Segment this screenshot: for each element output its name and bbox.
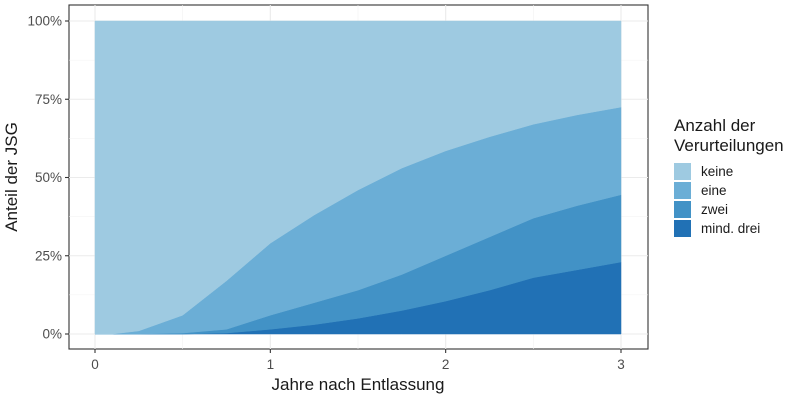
- legend-item-keine: keine: [674, 162, 784, 181]
- legend-item-mind-drei: mind. drei: [674, 219, 784, 238]
- x-tick-label: 2: [442, 357, 450, 372]
- x-tick-label: 3: [617, 357, 625, 372]
- y-tick-label: 100%: [27, 14, 62, 29]
- x-axis-ticks: 0 1 2 3: [91, 349, 625, 372]
- legend-item-zwei: zwei: [674, 200, 784, 219]
- y-axis-ticks: 0% 25% 50% 75% 100%: [27, 14, 69, 342]
- legend-label: eine: [701, 183, 727, 198]
- y-tick-label: 25%: [35, 248, 62, 263]
- legend-title-line2: Verurteilungen: [674, 136, 784, 155]
- y-axis-title: Anteil der JSG: [2, 122, 21, 232]
- legend-swatch: [674, 220, 691, 237]
- y-tick-label: 75%: [35, 92, 62, 107]
- legend: Anzahl der Verurteilungen keine eine zwe…: [674, 116, 784, 238]
- y-tick-label: 0%: [42, 327, 62, 342]
- legend-swatch: [674, 201, 691, 218]
- legend-title-line1: Anzahl der: [674, 116, 756, 135]
- y-tick-label: 50%: [35, 170, 62, 185]
- legend-swatch: [674, 182, 691, 199]
- legend-label: mind. drei: [701, 221, 761, 236]
- legend-item-eine: eine: [674, 181, 784, 200]
- x-tick-label: 0: [91, 357, 99, 372]
- x-tick-label: 1: [267, 357, 275, 372]
- x-axis-title: Jahre nach Entlassung: [272, 375, 445, 394]
- area-keine: [94, 20, 622, 335]
- data-areas: [94, 20, 622, 335]
- legend-label: zwei: [701, 202, 729, 217]
- legend-label: keine: [701, 164, 734, 179]
- legend-swatch: [674, 163, 691, 180]
